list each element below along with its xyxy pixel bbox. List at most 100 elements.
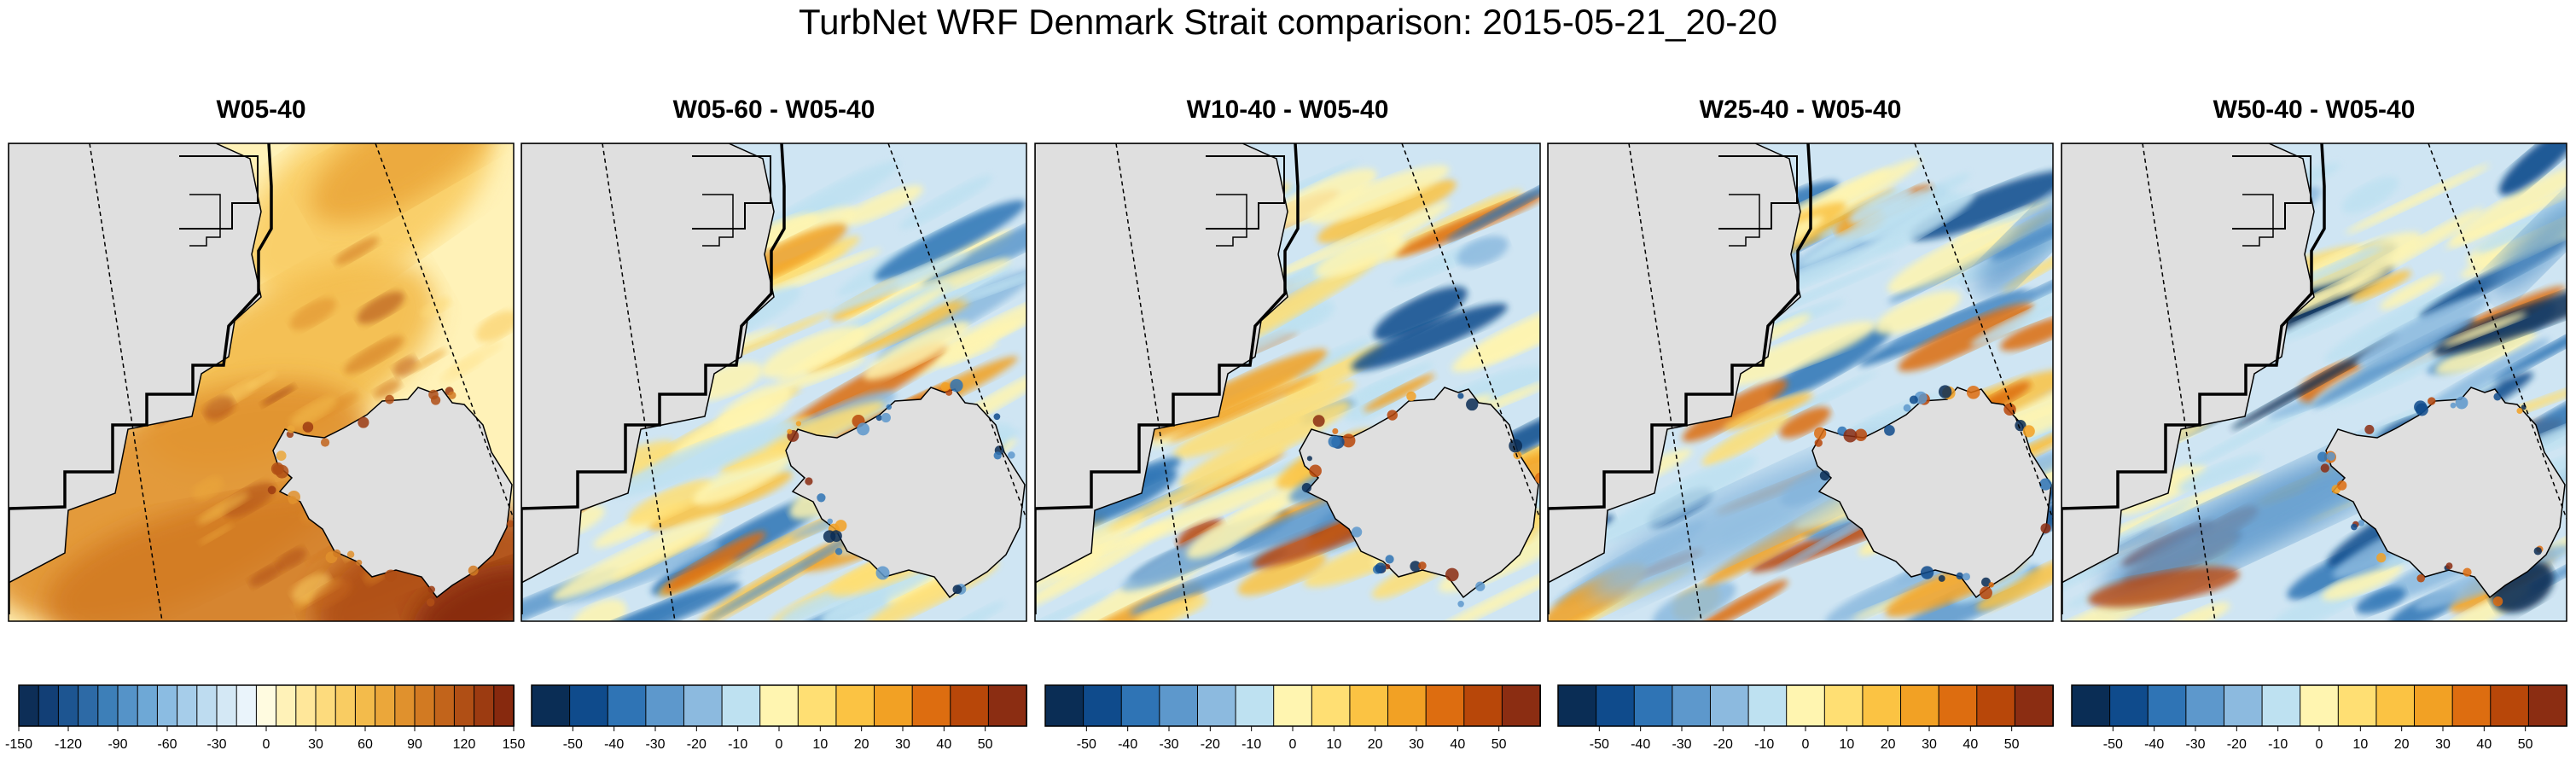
- colorbar-tick-label: 50: [978, 737, 993, 752]
- colorbar-tick-label: 50: [2518, 737, 2533, 752]
- colorbar-swatch: [911, 684, 951, 727]
- colorbar-tick-label: 0: [1802, 737, 1810, 752]
- colorbar-swatch: [137, 684, 159, 727]
- colorbar-swatch: [334, 684, 357, 727]
- colorbar-swatch: [1938, 684, 1978, 727]
- meridian-line: [887, 143, 1026, 520]
- colorbar-tick-label: -20: [687, 737, 707, 752]
- colorbar-swatch: [2414, 684, 2454, 727]
- colorbar-W05-60-minus-W05-40: -50 -40 -30 -20 -10 0 10 20 30 40 50: [531, 684, 1028, 752]
- colorbar-swatch: [394, 684, 416, 727]
- meridian-line: [2428, 143, 2567, 520]
- meridian-line: [1401, 143, 1540, 520]
- colorbar-tick-label: 10: [2352, 737, 2368, 752]
- colorbar-tick-label: 0: [2316, 737, 2323, 752]
- colorbar-tick-label: 40: [2476, 737, 2492, 752]
- colorbar-tick-label: 20: [1368, 737, 1383, 752]
- colorbar-swatch: [1349, 684, 1389, 727]
- colorbar-tick-label: 90: [407, 737, 422, 752]
- iceland-land: [272, 387, 513, 599]
- colorbar-tick-label: 10: [1839, 737, 1854, 752]
- colorbar-tick-label: 50: [1492, 737, 1507, 752]
- colorbar-swatch: [1463, 684, 1503, 727]
- colorbar-tick-label: 60: [358, 737, 373, 752]
- panel-frame: [2061, 143, 2567, 622]
- meridian-line: [1914, 143, 2053, 520]
- colorbar-swatch: [2185, 684, 2225, 727]
- colorbar-swatch: [97, 684, 119, 727]
- domain-inset-outline: [692, 155, 771, 230]
- colorbar-swatch: [2337, 684, 2377, 727]
- colorbar-swatch: [1823, 684, 1864, 727]
- domain-inset-outline: [179, 155, 259, 230]
- colorbar-tick-label: -10: [1754, 737, 1774, 752]
- colorbar-swatch: [1159, 684, 1199, 727]
- panel-title: W10-40 - W05-40: [1187, 96, 1389, 124]
- figure-title: TurbNet WRF Denmark Strait comparison: 2…: [799, 2, 1777, 42]
- colorbar-tick-label: 20: [2394, 737, 2410, 752]
- colorbar-swatch: [493, 684, 515, 727]
- colorbar-swatch: [1862, 684, 1902, 727]
- iceland-land: [785, 387, 1026, 599]
- map-panel-W50-40-minus-W05-40: W50-40 - W05-40: [2061, 96, 2567, 622]
- colorbar-swatch: [569, 684, 609, 727]
- colorbar-swatch: [1387, 684, 1428, 727]
- colorbar-swatch: [1196, 684, 1237, 727]
- model-domain-boundary: [2061, 143, 2326, 614]
- colorbar-tick-label: -50: [2103, 737, 2123, 752]
- colorbar-swatch: [1557, 684, 1597, 727]
- colorbar-swatch: [1120, 684, 1160, 727]
- colorbar-tick-label: -150: [5, 737, 32, 752]
- colorbar-swatch: [987, 684, 1028, 727]
- colorbar-tick-label: 40: [936, 737, 951, 752]
- colorbar-tick-label: -20: [2227, 737, 2247, 752]
- colorbar-swatch: [1596, 684, 1636, 727]
- colorbar-swatch: [276, 684, 297, 727]
- colorbar-swatch: [2490, 684, 2530, 727]
- colorbar-tick-label: 150: [503, 737, 526, 752]
- colorbar-swatch: [78, 684, 99, 727]
- colorbar-tick-label: 20: [854, 737, 869, 752]
- colorbar-tick-label: -50: [1077, 737, 1096, 752]
- colorbar-tick-label: 30: [1409, 737, 1424, 752]
- domain-inset-outline: [702, 194, 734, 247]
- colorbar-swatch: [177, 684, 198, 727]
- colorbar-W05-40: -150 -120 -90 -60 -30 0 30 60 90 120 150: [5, 684, 526, 752]
- domain-inset-outline: [1206, 155, 1285, 230]
- panel-title: W05-60 - W05-40: [673, 96, 875, 124]
- colorbar-swatch: [18, 684, 40, 727]
- colorbar-swatch: [2375, 684, 2416, 727]
- colorbar-W10-40-minus-W05-40: -50 -40 -30 -20 -10 0 10 20 30 40 50: [1044, 684, 1542, 752]
- domain-inset-outline: [1718, 155, 1798, 230]
- colorbar-swatch: [354, 684, 376, 727]
- colorbar-swatch: [645, 684, 685, 727]
- colorbar-swatch: [797, 684, 837, 727]
- colorbar-swatch: [315, 684, 337, 727]
- colorbar-tick-label: 20: [1881, 737, 1896, 752]
- meridian-line: [1115, 143, 1189, 622]
- colorbar-W50-40-minus-W05-40: -50 -40 -30 -20 -10 0 10 20 30 40 50: [2071, 684, 2567, 752]
- model-domain-boundary: [521, 143, 786, 614]
- colorbar-tick-label: -30: [1672, 737, 1691, 752]
- panel-title: W05-40: [216, 96, 305, 124]
- map-panel-W05-40: W05-40: [8, 96, 515, 622]
- meridian-line: [602, 143, 676, 622]
- colorbar-swatch: [1235, 684, 1275, 727]
- colorbar-tick-label: -40: [2144, 737, 2164, 752]
- colorbar-swatch: [375, 684, 396, 727]
- colorbar-swatch: [474, 684, 495, 727]
- colorbar-swatch: [1273, 684, 1313, 727]
- domain-inset-outline: [2232, 155, 2311, 230]
- domain-inset-outline: [2242, 194, 2274, 247]
- colorbar-swatch: [1709, 684, 1750, 727]
- colorbar-tick-label: -20: [1201, 737, 1220, 752]
- panel-title: W50-40 - W05-40: [2213, 96, 2416, 124]
- colorbar-swatch: [1900, 684, 1940, 727]
- colorbar-swatch: [2147, 684, 2187, 727]
- colorbar-tick-label: -10: [728, 737, 747, 752]
- colorbar-tick-label: -20: [1713, 737, 1733, 752]
- model-domain-boundary: [9, 143, 273, 614]
- colorbar-swatch: [874, 684, 914, 727]
- panel-title: W25-40 - W05-40: [1700, 96, 1902, 124]
